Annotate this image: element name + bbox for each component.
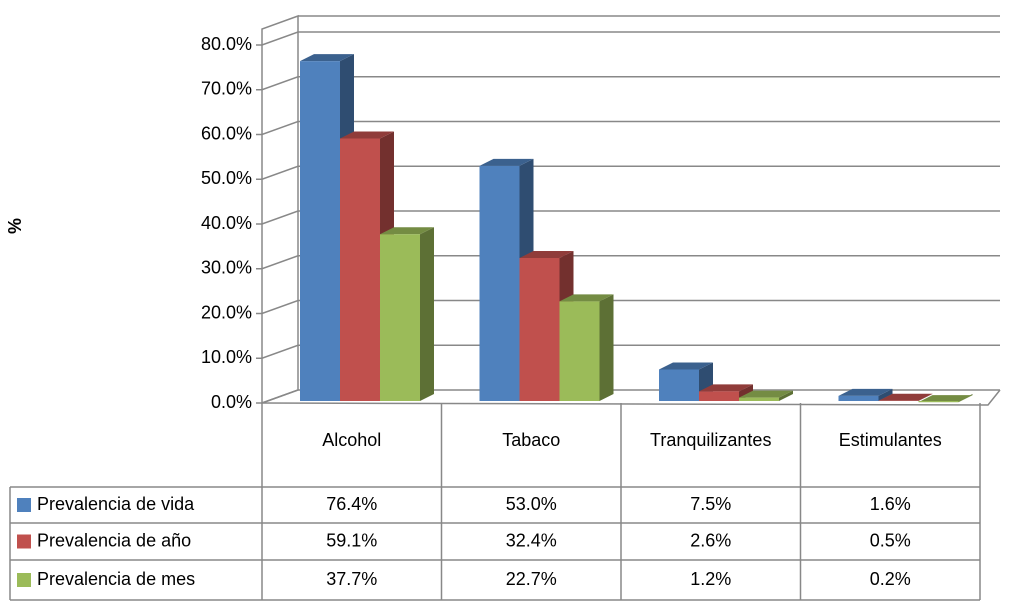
value-label: 0.5% xyxy=(870,530,911,550)
bar-face xyxy=(519,258,560,401)
value-label: 2.6% xyxy=(690,530,731,550)
value-label: 53.0% xyxy=(506,494,557,514)
bar xyxy=(380,227,434,401)
value-label: 7.5% xyxy=(690,494,731,514)
grid-line xyxy=(256,165,1000,180)
bar-face xyxy=(300,54,354,62)
bar-face xyxy=(659,362,713,370)
bar-face xyxy=(699,384,753,392)
bar-face xyxy=(599,294,614,401)
grid-line xyxy=(256,76,1000,91)
y-tick-label: 50.0% xyxy=(201,168,252,188)
grid-line xyxy=(256,389,1000,404)
value-label: 22.7% xyxy=(506,569,557,589)
bar-face xyxy=(878,393,933,401)
y-tick-label: 30.0% xyxy=(201,258,252,278)
grid-line xyxy=(256,120,1000,136)
legend-swatch xyxy=(17,498,31,512)
bar-face xyxy=(519,251,574,259)
bar-face xyxy=(380,234,420,401)
bar-face xyxy=(739,397,779,401)
legend-swatch xyxy=(17,534,31,549)
category-label: Tabaco xyxy=(502,430,560,450)
category-label: Estimulantes xyxy=(839,430,942,450)
value-label: 1.6% xyxy=(870,494,911,514)
y-tick-label: 0.0% xyxy=(211,392,252,412)
bar-face xyxy=(918,395,973,403)
bar-face xyxy=(559,294,614,302)
bar-face xyxy=(559,301,600,401)
floor xyxy=(261,389,1001,406)
bar-face xyxy=(878,388,893,401)
y-axis-label: % xyxy=(5,218,25,234)
bar-face xyxy=(918,401,959,403)
bar xyxy=(559,294,614,401)
grid-line xyxy=(256,31,1000,46)
y-tick-label: 80.0% xyxy=(201,34,252,54)
bar-face xyxy=(479,165,520,401)
legend-label: Prevalencia de mes xyxy=(37,569,195,589)
value-label: 1.2% xyxy=(690,569,731,589)
bar-face xyxy=(420,227,434,401)
bar xyxy=(838,388,893,401)
bar-face xyxy=(479,158,534,166)
bar-face xyxy=(918,393,933,401)
bar-face xyxy=(838,388,893,396)
grid-line xyxy=(256,299,1000,315)
bar-face xyxy=(300,61,340,402)
value-label: 37.7% xyxy=(326,569,377,589)
bar xyxy=(918,394,973,403)
bar-face xyxy=(838,395,879,401)
back-wall xyxy=(261,14,299,405)
bar-face xyxy=(659,369,699,401)
y-tick-label: 10.0% xyxy=(201,347,252,367)
bar-face xyxy=(779,390,793,401)
bar-face xyxy=(699,391,739,401)
bar-face xyxy=(340,131,394,139)
value-label: 59.1% xyxy=(326,530,377,550)
bar xyxy=(699,384,753,401)
legend-label: Prevalencia de vida xyxy=(37,494,195,514)
legend-swatch xyxy=(17,573,31,587)
bar xyxy=(739,390,793,401)
bar xyxy=(878,393,933,401)
category-label: Tranquilizantes xyxy=(650,430,771,450)
value-label: 0.2% xyxy=(870,569,911,589)
bar-face xyxy=(739,390,793,398)
grid-line xyxy=(256,344,1000,359)
legend-label: Prevalencia de año xyxy=(37,530,191,550)
y-tick-label: 60.0% xyxy=(201,123,252,143)
category-label: Alcohol xyxy=(322,430,381,450)
grid-line xyxy=(256,255,1000,270)
bar-face xyxy=(340,138,380,401)
grid-line xyxy=(256,210,1000,225)
bar-face xyxy=(380,227,434,235)
value-label: 76.4% xyxy=(326,494,377,514)
y-tick-label: 70.0% xyxy=(201,79,252,99)
y-tick-label: 40.0% xyxy=(201,213,252,233)
value-label: 32.4% xyxy=(506,530,557,550)
y-tick-label: 20.0% xyxy=(201,302,252,322)
